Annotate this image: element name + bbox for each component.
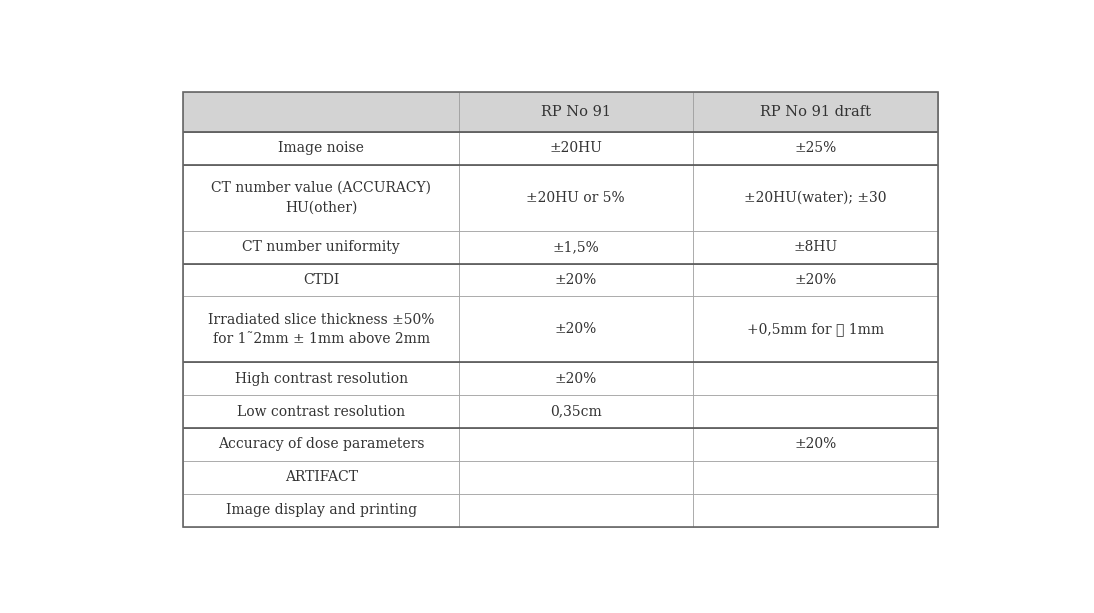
Bar	[184, 132, 458, 165]
Text: CTDI: CTDI	[303, 273, 339, 287]
Text: Low contrast resolution: Low contrast resolution	[237, 405, 405, 419]
Text: ±20HU(water); ±30: ±20HU(water); ±30	[744, 191, 886, 205]
Bar	[693, 362, 938, 395]
Text: 0,35cm: 0,35cm	[550, 405, 602, 419]
Text: ±25%: ±25%	[794, 142, 837, 155]
Text: ±20%: ±20%	[794, 273, 837, 287]
Bar	[693, 264, 938, 297]
Bar	[184, 362, 458, 395]
Text: ±20%: ±20%	[555, 322, 597, 337]
Text: ±20%: ±20%	[794, 438, 837, 451]
Bar	[458, 132, 693, 165]
Bar	[693, 297, 938, 362]
Bar	[184, 494, 458, 527]
Bar	[693, 395, 938, 428]
Bar	[184, 165, 458, 230]
Text: Accuracy of dose parameters: Accuracy of dose parameters	[218, 438, 424, 451]
Text: CT number uniformity: CT number uniformity	[242, 240, 400, 254]
Text: Image display and printing: Image display and printing	[225, 503, 417, 517]
Bar	[184, 93, 458, 132]
Bar	[693, 461, 938, 494]
Bar	[184, 264, 458, 297]
Bar	[458, 494, 693, 527]
Text: Irradiated slice thickness ±50%
for 1˜2mm ± 1mm above 2mm: Irradiated slice thickness ±50% for 1˜2m…	[208, 313, 434, 346]
Text: ±1,5%: ±1,5%	[552, 240, 600, 254]
Bar	[184, 428, 458, 461]
Bar	[693, 230, 938, 264]
Text: High contrast resolution: High contrast resolution	[234, 371, 408, 386]
Bar	[458, 428, 693, 461]
Text: RP No 91: RP No 91	[540, 105, 610, 119]
Bar	[458, 362, 693, 395]
Bar	[184, 230, 458, 264]
Bar	[458, 297, 693, 362]
Text: +0,5mm for 〈 1mm: +0,5mm for 〈 1mm	[747, 322, 884, 337]
Bar	[458, 264, 693, 297]
Bar	[184, 395, 458, 428]
Bar	[458, 395, 693, 428]
Bar	[458, 230, 693, 264]
Bar	[458, 461, 693, 494]
Bar	[184, 297, 458, 362]
Bar	[693, 428, 938, 461]
Bar	[458, 93, 693, 132]
Bar	[693, 494, 938, 527]
Text: RP No 91 draft: RP No 91 draft	[760, 105, 871, 119]
Text: ±20%: ±20%	[555, 273, 597, 287]
Text: ±20HU: ±20HU	[549, 142, 602, 155]
Text: Image noise: Image noise	[278, 142, 364, 155]
Bar	[693, 93, 938, 132]
Text: ±8HU: ±8HU	[793, 240, 837, 254]
Bar	[184, 461, 458, 494]
Text: ±20HU or 5%: ±20HU or 5%	[526, 191, 625, 205]
Text: ±20%: ±20%	[555, 371, 597, 386]
Bar	[458, 165, 693, 230]
Bar	[693, 132, 938, 165]
Bar	[693, 165, 938, 230]
Text: ARTIFACT: ARTIFACT	[284, 470, 358, 484]
Bar	[184, 93, 938, 527]
Text: CT number value (ACCURACY)
HU(other): CT number value (ACCURACY) HU(other)	[211, 181, 431, 215]
